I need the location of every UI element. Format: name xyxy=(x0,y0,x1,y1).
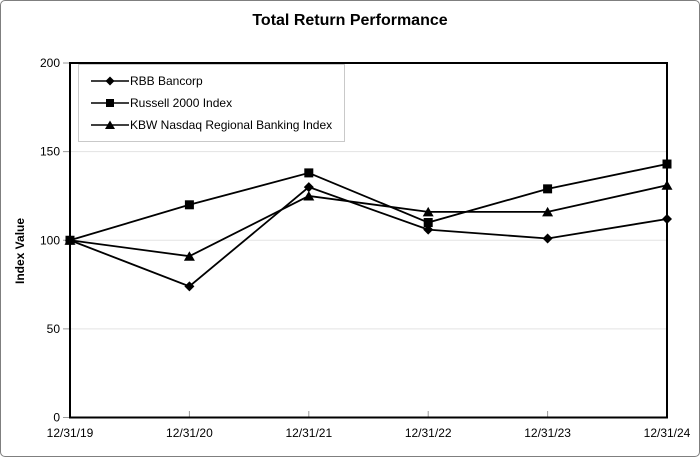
series-line-triangle xyxy=(69,184,668,258)
y-tick-label: 200 xyxy=(40,56,60,70)
legend-item: KBW Nasdaq Regional Banking Index xyxy=(91,114,344,136)
series-line-square xyxy=(69,163,668,242)
data-point-marker xyxy=(184,200,194,210)
x-tick-label: 12/31/19 xyxy=(47,426,94,440)
data-point-marker xyxy=(184,281,195,292)
x-tick-label: 12/31/22 xyxy=(405,426,452,440)
triangle-marker-icon xyxy=(91,120,129,129)
legend-label: RBB Bancorp xyxy=(130,74,203,88)
y-tick-label: 50 xyxy=(47,322,61,336)
series-line-diamond xyxy=(69,186,668,288)
data-point-marker xyxy=(542,206,554,217)
square-marker-icon xyxy=(91,99,129,107)
legend-item: RBB Bancorp xyxy=(91,70,344,92)
data-point-marker xyxy=(303,182,314,193)
legend-box: RBB Bancorp Russell 2000 Index KBW Nasdaq … xyxy=(78,64,345,142)
data-point-marker xyxy=(183,251,195,261)
y-tick-label: 0 xyxy=(53,411,60,425)
y-tick-label: 100 xyxy=(40,233,60,247)
x-tick-label: 12/31/24 xyxy=(644,426,691,440)
chart-title: Total Return Performance xyxy=(252,12,448,29)
data-point-marker xyxy=(661,180,673,190)
data-point-marker xyxy=(543,184,553,194)
data-point-marker xyxy=(423,224,434,235)
x-tick-label: 12/31/23 xyxy=(524,426,571,440)
y-tick-label: 150 xyxy=(40,145,60,159)
x-tick-label: 12/31/20 xyxy=(166,426,213,440)
x-tick-label: 12/31/21 xyxy=(285,426,332,440)
data-point-marker xyxy=(662,213,672,224)
data-point-marker xyxy=(303,190,315,201)
data-point-marker xyxy=(422,206,434,217)
legend-item: Russell 2000 Index xyxy=(91,92,344,114)
data-point-marker xyxy=(423,218,433,228)
data-point-marker xyxy=(662,159,672,169)
data-point-marker xyxy=(64,235,76,245)
legend-label: KBW Nasdaq Regional Banking Index xyxy=(130,118,333,132)
legend-label: Russell 2000 Index xyxy=(130,96,233,110)
data-point-marker xyxy=(542,233,553,244)
diamond-marker-icon xyxy=(91,76,129,86)
data-point-marker xyxy=(304,168,314,178)
